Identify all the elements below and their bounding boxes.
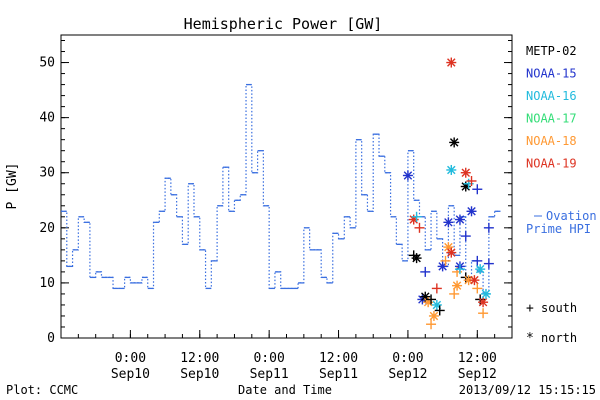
legend-noaa-17: NOAA-17 [526, 112, 577, 126]
x-tick-label-time: 12:00 [458, 351, 497, 366]
data-point-north [446, 58, 456, 68]
ovation-legend-label-line2: Prime HPI [526, 222, 591, 236]
legend-noaa-19: NOAA-19 [526, 157, 577, 171]
data-point-north [429, 311, 439, 321]
data-point-south [414, 223, 424, 233]
ovation-legend: Ovation Prime HPI [526, 209, 597, 236]
plot-frame [61, 35, 512, 338]
data-point-south [432, 283, 442, 293]
data-point-north [481, 289, 491, 299]
x-tick-label-date: Sep10 [180, 367, 219, 382]
x-tick-label-date: Sep12 [388, 367, 427, 382]
data-point-north [446, 165, 456, 175]
y-tick-label: 20 [39, 221, 55, 236]
y-tick-label: 10 [39, 276, 55, 291]
data-point-north [443, 217, 453, 227]
y-tick-label: 30 [39, 166, 55, 181]
hemispheric-power-chart: Hemispheric Power [GW] 01020304050 0:00S… [0, 0, 600, 400]
x-tick-label-date: Sep10 [111, 367, 150, 382]
x-tick-label-time: 0:00 [115, 351, 146, 366]
south-marker-label: south [541, 301, 577, 315]
data-point-south [472, 184, 482, 194]
data-point-north [461, 168, 471, 178]
satellite-legend: METP-02 NOAA-15 NOAA-16 NOAA-17 NOAA-18 NOAA-… [526, 44, 577, 171]
legend-metp-02: METP-02 [526, 44, 577, 58]
data-point-south [420, 267, 430, 277]
data-point-north [403, 170, 413, 180]
axis-ticks [61, 41, 512, 338]
hemisphere-legend: + south * north [526, 301, 577, 346]
chart-title: Hemispheric Power [GW] [184, 15, 383, 33]
data-point-south [484, 223, 494, 233]
x-tick-label-date: Sep11 [319, 367, 358, 382]
legend-noaa-16: NOAA-16 [526, 89, 577, 103]
ovation-legend-label-line1: Ovation [546, 209, 597, 223]
data-point-north [455, 215, 465, 225]
y-axis-label: P [GW] [5, 163, 20, 210]
data-point-south [461, 231, 471, 241]
x-tick-label-date: Sep12 [458, 367, 497, 382]
plot-timestamp: 2013/09/12 15:15:15 [459, 383, 596, 397]
y-tick-label: 50 [39, 56, 55, 71]
y-tick-label: 40 [39, 111, 55, 126]
y-tick-labels: 0 10 20 30 40 50 [39, 56, 55, 346]
x-tick-label-date: Sep11 [250, 367, 289, 382]
legend-noaa-15: NOAA-15 [526, 67, 577, 81]
y-tick-label: 0 [47, 331, 55, 346]
x-axis-label: Date and Time [238, 383, 332, 397]
north-marker-symbol: * [526, 331, 534, 346]
data-point-south [478, 308, 488, 318]
data-point-north [475, 264, 485, 274]
x-tick-labels: 0:00Sep1012:00Sep100:00Sep1112:00Sep110:… [111, 351, 497, 382]
x-tick-label-time: 0:00 [392, 351, 423, 366]
data-point-north [467, 206, 477, 216]
data-point-south [484, 259, 494, 269]
data-point-north [412, 253, 422, 263]
x-tick-label-time: 12:00 [180, 351, 219, 366]
legend-noaa-18: NOAA-18 [526, 134, 577, 148]
plot-credit: Plot: CCMC [6, 383, 78, 397]
data-point-north [449, 137, 459, 147]
satellite-points [403, 58, 494, 330]
south-marker-symbol: + [526, 301, 534, 316]
data-point-north [446, 248, 456, 258]
x-tick-label-time: 0:00 [253, 351, 284, 366]
north-marker-label: north [541, 331, 577, 345]
ovation-step-line [61, 85, 500, 294]
x-tick-label-time: 12:00 [319, 351, 358, 366]
ovation-series [61, 85, 500, 294]
